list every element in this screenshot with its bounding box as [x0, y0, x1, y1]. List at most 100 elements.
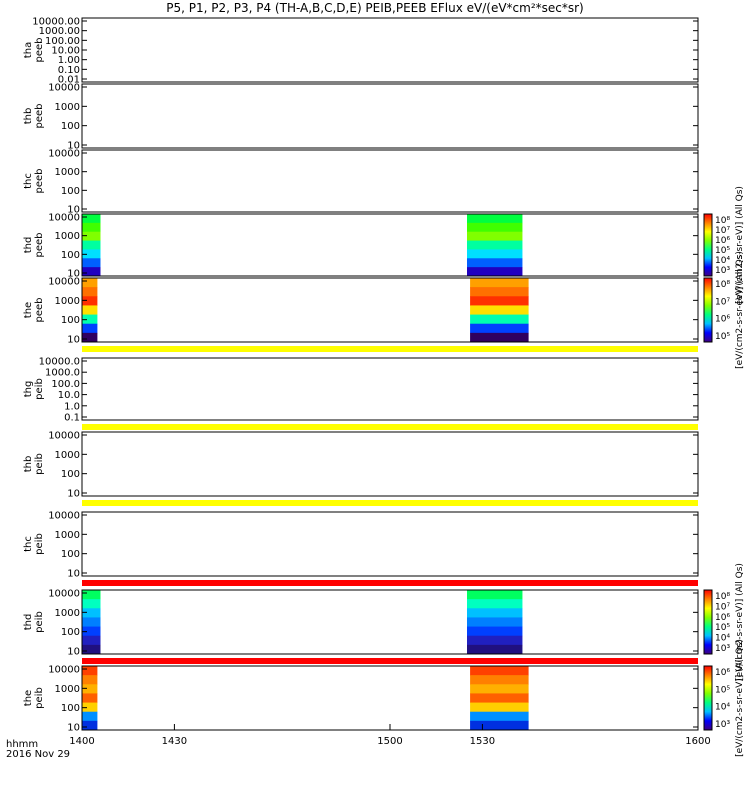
spectrogram-cell [82, 296, 98, 306]
y-tick-label: 10000.00 [32, 17, 80, 28]
panel-the-peib: 10000 1000 100 10 the peib [23, 665, 699, 734]
y-tick-label: 1000.00 [39, 26, 80, 37]
spectrogram-cell [82, 332, 98, 343]
panel-instrument-label: peib [34, 611, 45, 633]
spectrogram-cell [82, 626, 101, 637]
spectrogram-cell [467, 635, 523, 646]
spectrogram-cell [467, 267, 523, 277]
panel-frame [81, 277, 699, 343]
y-tick-label: 0.1 [64, 413, 80, 424]
spectrogram-cell [467, 626, 523, 637]
panel-probe-label: thc [23, 173, 34, 189]
spectrogram-cell [82, 608, 101, 618]
flag-bar [82, 424, 698, 430]
spectrogram-cell [470, 296, 529, 306]
flag-bar [82, 346, 698, 352]
colorbar-tick-label: 10⁸ [715, 592, 730, 602]
spectrogram-cell [470, 684, 529, 694]
x-tick-label: 1400 [69, 736, 94, 747]
y-tick-label: 10 [67, 647, 80, 658]
colorbar-label: [eV/(cm2-s-sr-eV)] (All Qs) [735, 186, 745, 304]
panel-probe-label: thd [23, 614, 34, 631]
colorbar-label: [eV/(cm2-s-sr-eV)] (All Qs) [735, 563, 745, 681]
panel-frame [81, 83, 699, 149]
y-tick-label: 100 [61, 250, 80, 261]
spectrogram-cell [470, 675, 529, 685]
panel-frame [81, 213, 699, 277]
panel-frame [81, 17, 699, 83]
y-tick-label: 10000 [48, 511, 80, 522]
panel-instrument-label: peeb [34, 38, 45, 63]
spectrogram-cell [467, 617, 523, 628]
spectrogram-cell [82, 214, 101, 224]
spectrogram-cell [467, 249, 523, 259]
spectrogram-cell [470, 702, 529, 713]
y-tick-label: 10 [67, 269, 80, 280]
spectrogram-cell [82, 314, 98, 325]
colorbar-label: [eV/(cm2-s-sr-eV)] (All Qs) [735, 251, 745, 369]
spectrogram-cell [82, 675, 98, 685]
y-tick-label: 1000 [55, 608, 80, 619]
y-tick-label: 1000 [55, 684, 80, 695]
y-tick-label: 100 [61, 121, 80, 132]
panel-frame [81, 589, 699, 655]
y-tick-label: 10000 [48, 149, 80, 160]
colorbar-tick-label: 10⁶ [715, 236, 730, 246]
panel-thc-peib: 10000 1000 100 10 thc peib [23, 511, 699, 586]
y-tick-label: 10000 [48, 431, 80, 442]
y-tick-label: 10 [67, 723, 80, 734]
panel-instrument-label: peeb [34, 104, 45, 129]
y-tick-label: 10 [67, 489, 80, 500]
spectrogram-cell [467, 240, 523, 250]
y-tick-label: 100 [61, 549, 80, 560]
colorbar-tick-label: 10⁴ [715, 703, 730, 713]
y-tick-label: 10000 [48, 213, 80, 224]
colorbar-tick-label: 10⁶ [715, 613, 730, 623]
panel-probe-label: thc [23, 536, 34, 552]
panel-instrument-label: peeb [34, 298, 45, 323]
spectrogram-cell [82, 644, 101, 655]
y-tick-label: 100.00 [45, 36, 80, 47]
panel-instrument-label: peib [34, 687, 45, 709]
spectrogram-cell [467, 258, 523, 268]
panel-frame [81, 357, 699, 421]
spectrogram-cell [467, 214, 523, 224]
colorbar-scale [703, 665, 713, 731]
spectrogram-cell [82, 684, 98, 694]
spectrogram-cell [82, 590, 101, 600]
spectrogram-cell [470, 305, 529, 316]
colorbar-scale [703, 589, 713, 655]
spectrogram-cell [82, 599, 101, 609]
panel-frame [81, 431, 699, 497]
spectrogram-cell [470, 720, 529, 731]
spectrogram-cell [82, 711, 98, 722]
y-tick-label: 10000.0 [39, 357, 80, 368]
y-tick-label: 1000.0 [45, 368, 80, 379]
spectrogram-cell [82, 240, 101, 250]
y-tick-label: 10000 [48, 665, 80, 676]
panel-instrument-label: peeb [34, 233, 45, 258]
panel-thc-peeb: 10000 1000 100 10 thc peeb [23, 149, 699, 216]
panel-instrument-label: peeb [34, 169, 45, 194]
spectrogram-cell [82, 258, 101, 268]
spectrogram-cell [82, 305, 98, 316]
colorbar-tick-label: 10⁷ [715, 602, 730, 612]
y-tick-label: 10 [67, 205, 80, 216]
colorbar-tick-label: 10⁵ [715, 246, 730, 256]
spectrogram-cell [470, 666, 529, 676]
colorbar-tick-label: 10³ [715, 266, 730, 276]
colorbar-label: [eV/(cm2-s-sr-eV)] (All Qs) [735, 639, 745, 757]
y-tick-label: 10 [67, 141, 80, 152]
spectrogram-cell [467, 231, 523, 242]
panel-instrument-label: peib [34, 533, 45, 555]
colorbar-tick-label: 10⁵ [715, 685, 730, 695]
spectrogram-cell [470, 278, 529, 288]
spectrogram-cell [470, 323, 529, 334]
y-tick-label: 0.01 [58, 75, 80, 86]
y-tick-label: 1.00 [58, 55, 80, 66]
panel-probe-label: thg [23, 381, 34, 398]
footer-time-label: hhmm [6, 739, 39, 750]
